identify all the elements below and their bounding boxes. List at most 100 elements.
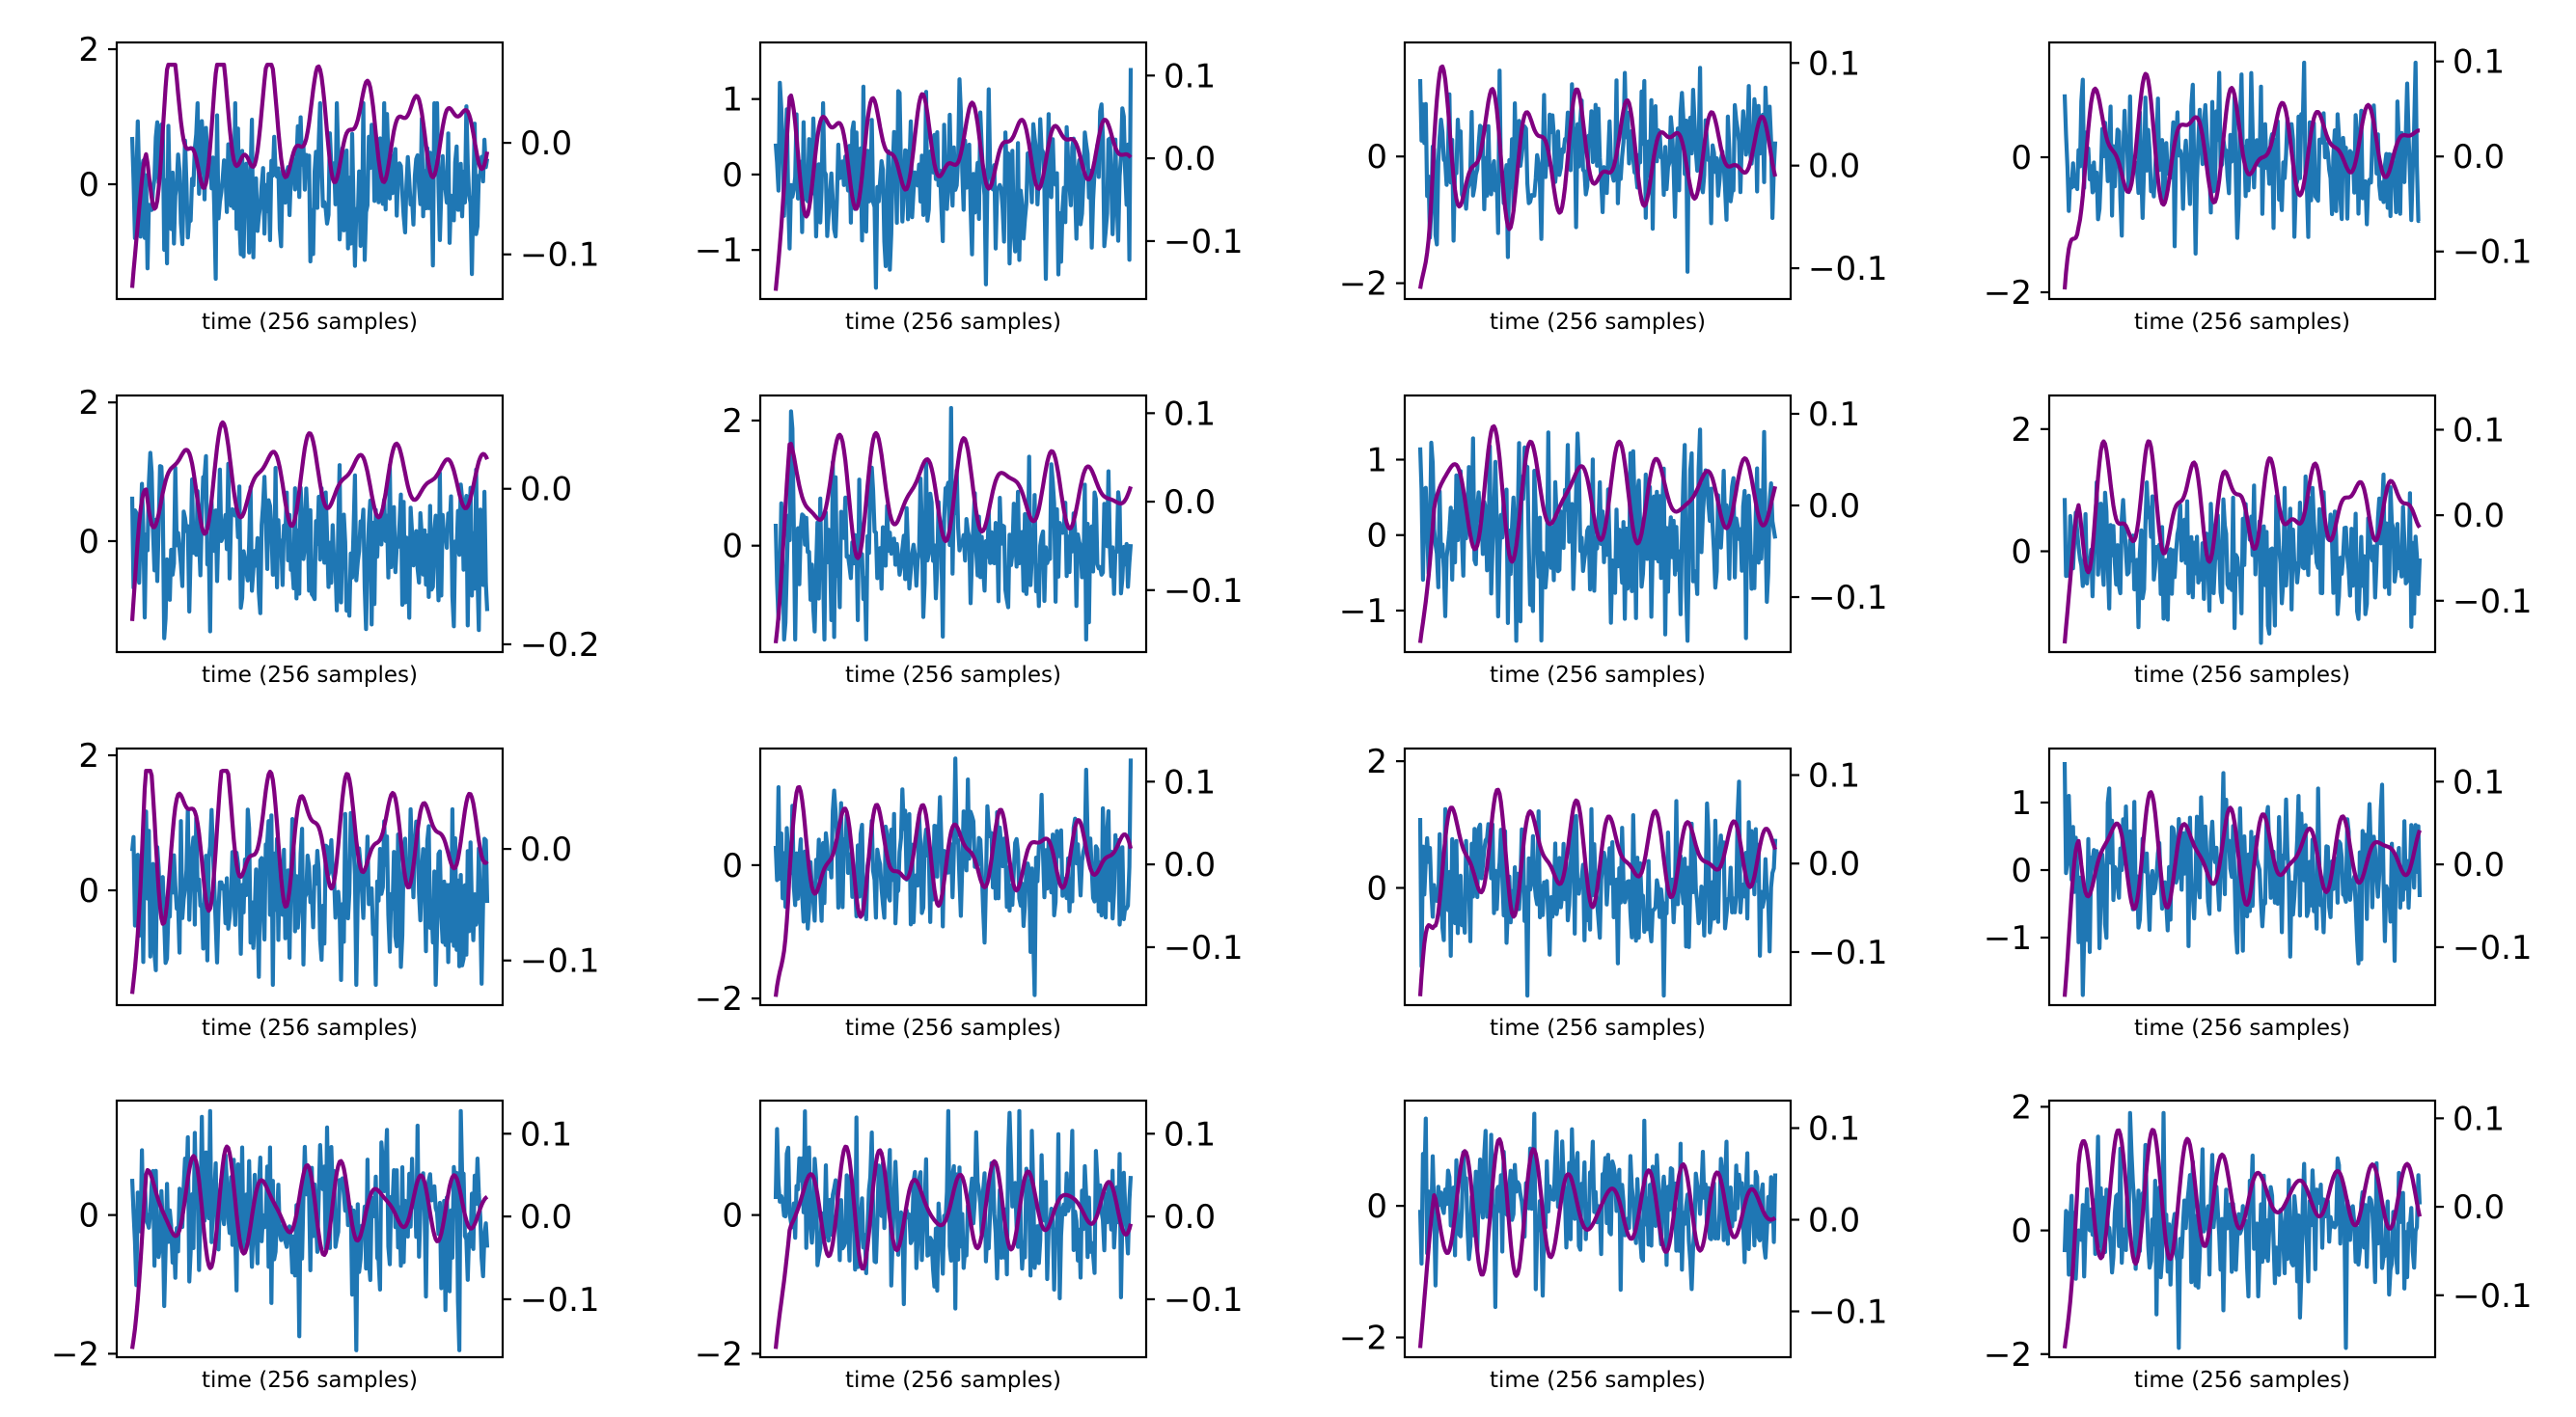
left-tick-label: 2 <box>78 31 99 69</box>
left-tick-label: 0 <box>2011 1213 2032 1251</box>
left-tick-label: −1 <box>1339 592 1387 631</box>
left-tick-label: −1 <box>1984 919 2032 958</box>
axes-frame <box>758 1099 1148 1359</box>
left-tick-label: 2 <box>722 402 743 441</box>
right-tick-label: 0.0 <box>520 1198 572 1237</box>
left-tick-label: 1 <box>2011 784 2032 823</box>
right-tick-label: −0.1 <box>1808 934 1888 972</box>
axes-frame <box>115 747 505 1007</box>
smoothed-series <box>2062 790 2422 997</box>
signal-series <box>773 756 1134 997</box>
axes-frame <box>758 394 1148 654</box>
right-tick-label: 0.1 <box>520 1115 572 1154</box>
right-tick-label: −0.1 <box>1808 250 1888 288</box>
smoothed-series <box>2062 1128 2423 1349</box>
signal-series <box>129 1108 490 1352</box>
axes-frame <box>758 41 1148 301</box>
right-tick-label: −0.1 <box>1164 572 1244 611</box>
right-tick-label: 0.1 <box>1808 1110 1860 1149</box>
subplot-2-1: 2 0 0.0 −0.2 time (256 samples) <box>78 384 599 688</box>
right-tick-label: 0.0 <box>2453 497 2505 535</box>
right-tick-label: −0.1 <box>1164 929 1244 967</box>
smoothed-series <box>773 1144 1134 1349</box>
right-tick-label: 0.0 <box>1808 148 1860 186</box>
left-tick-label: 2 <box>78 384 99 422</box>
x-axis-label: time (256 samples) <box>845 663 1061 688</box>
left-tick-label: 0 <box>1366 517 1387 556</box>
right-tick-label: 0.0 <box>1164 846 1216 885</box>
subplot-4-2: 0 −2 0.1 0.0 −0.1 time (256 samples) <box>695 1099 1244 1393</box>
left-tick-label: 1 <box>722 81 743 120</box>
right-tick-label: −0.1 <box>2453 583 2533 621</box>
right-tick-label: −0.1 <box>520 1281 600 1320</box>
smoothed-series <box>129 768 489 995</box>
left-tick-label: −2 <box>1984 1336 2032 1375</box>
left-tick-label: −2 <box>695 980 743 1019</box>
smoothed-series <box>129 420 489 621</box>
subplot-2-3: 1 0 −1 0.1 0.0 −0.1 time (256 samples) <box>1339 394 1888 688</box>
right-tick-label: 0.1 <box>1164 763 1216 802</box>
left-tick-label: 1 <box>1366 442 1387 480</box>
right-tick-label: 0.0 <box>1808 845 1860 884</box>
smoothed-series <box>773 92 1133 291</box>
right-tick-label: −0.1 <box>1164 1281 1244 1320</box>
axes-frame <box>115 41 505 301</box>
left-tick-label: 0 <box>2011 533 2032 572</box>
axes-frame <box>2047 1099 2437 1359</box>
left-tick-label: −2 <box>695 1335 743 1374</box>
right-tick-label: 0.0 <box>520 831 572 869</box>
signal-series <box>129 100 490 282</box>
subplot-3-2: 0 −2 0.1 0.0 −0.1 time (256 samples) <box>695 747 1244 1041</box>
left-tick-label: 0 <box>1366 1187 1387 1226</box>
axes-frame <box>758 747 1148 1007</box>
x-axis-label: time (256 samples) <box>1490 1016 1706 1041</box>
axes-frame <box>1403 394 1793 654</box>
x-axis-label: time (256 samples) <box>202 310 418 335</box>
axes-frame <box>2047 41 2437 301</box>
right-tick-label: 0.1 <box>1808 757 1860 796</box>
left-tick-label: 0 <box>78 523 99 561</box>
signal-series <box>2062 472 2423 645</box>
x-axis-label: time (256 samples) <box>2134 310 2350 335</box>
axes-frame <box>2047 747 2437 1007</box>
left-tick-label: 2 <box>1366 743 1387 781</box>
left-tick-label: 2 <box>2011 1088 2032 1127</box>
subplot-1-3: 0 −2 0.1 0.0 −0.1 time (256 samples) <box>1339 41 1888 335</box>
left-tick-label: 0 <box>722 528 743 566</box>
signal-series <box>773 1108 1134 1311</box>
smoothed-series <box>773 784 1134 997</box>
right-tick-label: 0.1 <box>2453 411 2505 450</box>
x-axis-label: time (256 samples) <box>845 1368 1061 1393</box>
subplot-3-3: 2 0 0.1 0.0 −0.1 time (256 samples) <box>1366 743 1887 1041</box>
x-axis-label: time (256 samples) <box>845 310 1061 335</box>
right-tick-label: 0.0 <box>1164 483 1216 522</box>
left-tick-label: 0 <box>1366 138 1387 177</box>
left-tick-label: 2 <box>2011 411 2032 450</box>
left-tick-label: −2 <box>1339 265 1387 304</box>
subplot-4-4: 2 0 −2 0.1 0.0 −0.1 time (256 samples) <box>1984 1088 2533 1393</box>
right-tick-label: 0.1 <box>1808 44 1860 83</box>
right-tick-label: 0.0 <box>520 124 572 163</box>
axes-frame <box>1403 1099 1793 1359</box>
right-tick-label: 0.1 <box>1164 57 1216 95</box>
left-tick-label: 0 <box>722 1197 743 1236</box>
x-axis-label: time (256 samples) <box>202 1016 418 1041</box>
smoothed-series <box>1417 423 1778 643</box>
left-tick-label: 0 <box>722 847 743 886</box>
left-tick-label: 0 <box>2011 852 2032 890</box>
left-tick-label: −1 <box>695 232 743 270</box>
right-tick-label: 0.0 <box>2453 1188 2505 1227</box>
smoothed-series <box>1417 1136 1777 1349</box>
right-tick-label: 0.0 <box>520 471 572 509</box>
left-tick-label: −2 <box>51 1335 99 1374</box>
right-tick-label: 0.0 <box>1164 1198 1216 1237</box>
smoothed-series <box>2062 71 2421 290</box>
smoothed-series <box>1417 64 1778 289</box>
right-tick-label: −0.1 <box>1164 223 1244 261</box>
right-tick-label: 0.1 <box>1164 1115 1216 1154</box>
left-tick-label: 0 <box>2011 139 2032 177</box>
signal-series <box>1417 66 1778 274</box>
smoothed-series <box>1417 787 1777 996</box>
right-tick-label: 0.1 <box>2453 1100 2505 1138</box>
